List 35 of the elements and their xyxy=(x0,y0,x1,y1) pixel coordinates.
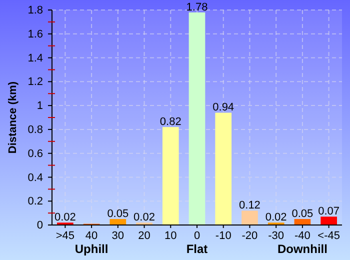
data-label: 0.05 xyxy=(292,208,314,220)
data-label: 0.02 xyxy=(134,212,155,224)
x-tick-label: -40 xyxy=(294,230,310,242)
y-tick-label: 0.6 xyxy=(28,148,43,160)
y-tick-label: 1.2 xyxy=(28,76,43,88)
y-tick-label: 0 xyxy=(36,220,43,232)
data-label: 0.12 xyxy=(239,200,260,212)
x-tick-label: -20 xyxy=(242,230,258,242)
x-tick-label: >45 xyxy=(56,230,75,242)
y-tick-label: 1 xyxy=(36,100,43,112)
data-label: 0.05 xyxy=(107,208,129,220)
data-label: 0.02 xyxy=(265,212,287,224)
y-tick-label: 0.2 xyxy=(28,196,43,208)
data-label: 0.07 xyxy=(318,206,340,218)
x-tick-label: 40 xyxy=(85,230,98,242)
x-tick-label: 10 xyxy=(164,230,177,242)
data-label: 0.02 xyxy=(54,212,76,224)
x-tick-label: 30 xyxy=(112,230,124,242)
x-tick-label: <-45 xyxy=(318,230,340,242)
data-label: 0.94 xyxy=(212,102,234,114)
y-tick-label: 1.6 xyxy=(28,28,43,40)
y-tick-label: 1.8 xyxy=(28,4,43,17)
y-tick-label: 0.4 xyxy=(28,172,43,184)
text: Downhill xyxy=(277,242,328,256)
text: Uphill xyxy=(74,242,108,256)
x-tick-label: -30 xyxy=(268,230,284,242)
y-tick-label: 1.4 xyxy=(28,52,43,64)
x-tick-label: -10 xyxy=(215,230,232,242)
data-label: 1.78 xyxy=(186,1,208,14)
text: Flat xyxy=(186,242,208,256)
data-label: 0.82 xyxy=(160,116,182,128)
y-axis-title: Distance (km) xyxy=(7,81,19,154)
x-tick-label: 0 xyxy=(194,230,200,242)
y-tick-label: 0.8 xyxy=(28,124,43,136)
x-tick-label: 20 xyxy=(138,230,150,242)
